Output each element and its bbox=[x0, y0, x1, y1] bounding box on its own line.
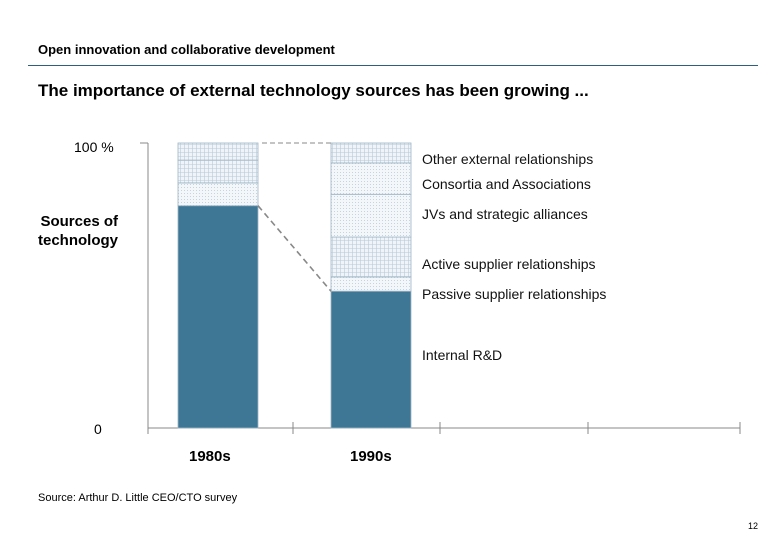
y-tick-label-max: 100 % bbox=[74, 139, 114, 155]
y-axis-title: Sources of technology bbox=[37, 213, 118, 249]
source-note: Source: Arthur D. Little CEO/CTO survey bbox=[38, 492, 238, 504]
legend-label-consortia-and-associations: Consortia and Associations bbox=[422, 176, 591, 192]
bar-1980s-other-external-relationships bbox=[177, 142, 259, 161]
bar-1990s-passive-supplier-relationships bbox=[330, 276, 412, 292]
slide-subtitle: Open innovation and collaborative develo… bbox=[38, 42, 335, 57]
legend-label-other-external-relationships: Other external relationships bbox=[422, 151, 593, 167]
y-tick-label-min: 0 bbox=[94, 421, 102, 437]
bar-1990s-active-supplier-relationships bbox=[330, 236, 412, 278]
legend-label-jvs-and-strategic-alliances: JVs and strategic alliances bbox=[422, 206, 588, 222]
bar-1980s-internal-randd bbox=[177, 205, 259, 429]
legend-label-active-supplier-relationships: Active supplier relationships bbox=[422, 256, 596, 272]
x-tick-label-1990s: 1990s bbox=[350, 448, 392, 465]
legend-label-passive-supplier-relationships: Passive supplier relationships bbox=[422, 286, 606, 302]
header-divider bbox=[28, 65, 758, 66]
legend-label-internal-randd: Internal R&D bbox=[422, 347, 502, 363]
bar-1980s-active-supplier-relationships bbox=[177, 159, 259, 184]
page-number: 12 bbox=[747, 521, 758, 531]
x-tick-label-1980s: 1980s bbox=[189, 448, 231, 465]
bar-1990s-internal-randd bbox=[330, 290, 412, 429]
trend-connector bbox=[257, 205, 332, 292]
bar-1990s-other-external-relationships bbox=[330, 142, 412, 164]
bar-1980s-passive-supplier-relationships bbox=[177, 182, 259, 207]
bar-1990s-jvs-and-strategic-alliances bbox=[330, 193, 412, 238]
slide-title: The importance of external technology so… bbox=[38, 81, 589, 100]
bar-1990s-consortia-and-associations bbox=[330, 162, 412, 195]
